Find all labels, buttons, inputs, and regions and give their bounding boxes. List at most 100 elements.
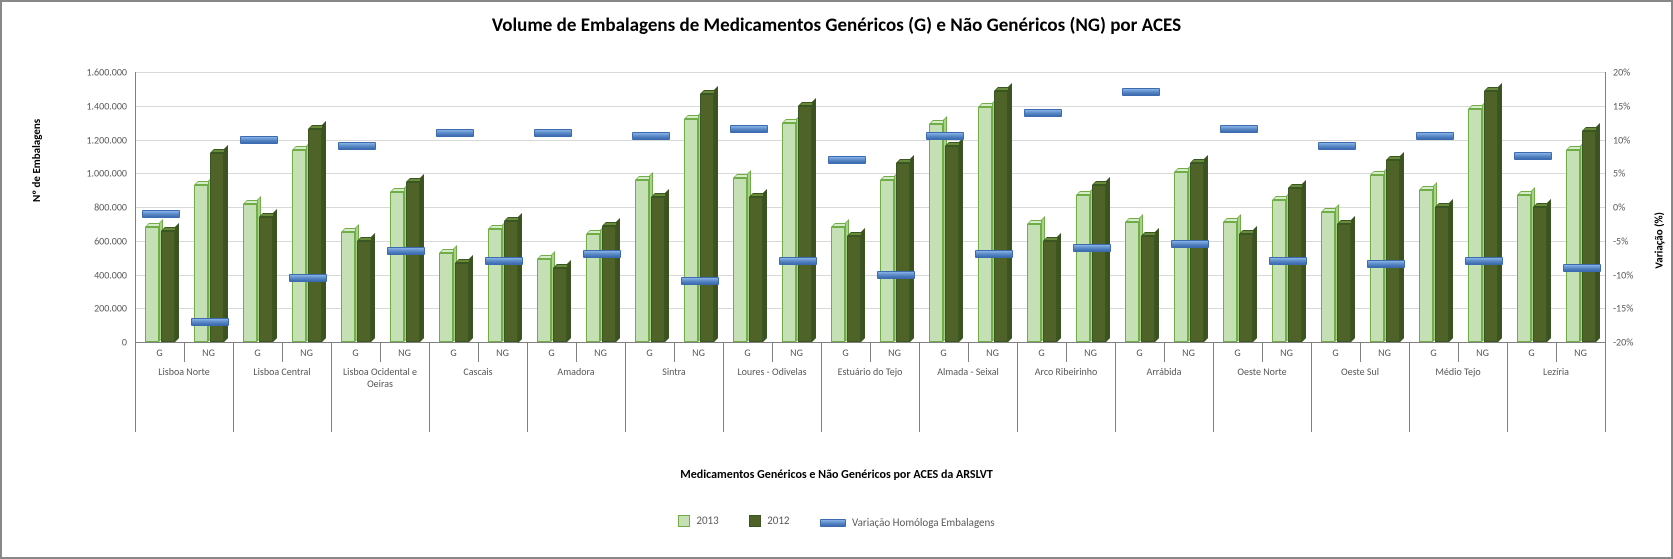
- chart-frame: Volume de Embalagens de Medicamentos Gen…: [0, 0, 1673, 559]
- variation-marker: [485, 257, 523, 265]
- bar-2012: [1582, 131, 1596, 342]
- sub-category-label: NG: [594, 346, 607, 359]
- bar-2012: [553, 268, 567, 342]
- sub-category-label: NG: [692, 346, 705, 359]
- bar-2012: [896, 163, 910, 342]
- group-divider: [625, 342, 626, 432]
- x-axis-title: Medicamentos Genéricos e Não Genéricos p…: [2, 468, 1671, 482]
- gridline: [135, 140, 1605, 141]
- bar-2013: [635, 180, 649, 342]
- bar-2013: [537, 259, 551, 342]
- bar-2012: [994, 91, 1008, 342]
- bar-2012: [700, 94, 714, 342]
- bar-2013: [243, 204, 257, 342]
- chart-title: Volume de Embalagens de Medicamentos Gen…: [2, 14, 1671, 37]
- bar-2012: [1190, 163, 1204, 342]
- bar-2012: [798, 106, 812, 342]
- y1-tick-label: 400.000: [67, 268, 127, 281]
- legend-label-2013: 2013: [696, 514, 718, 527]
- region-label: Amadora: [527, 366, 625, 378]
- y2-axis-title: Variação (%): [1653, 212, 1666, 269]
- bar-2012: [749, 197, 763, 342]
- bar-2012: [1435, 207, 1449, 342]
- variation-marker: [1122, 88, 1160, 96]
- variation-marker: [975, 250, 1013, 258]
- y2-tick-label: 0%: [1613, 201, 1653, 214]
- group-divider: [919, 342, 920, 432]
- variation-marker: [926, 132, 964, 140]
- region-label: Lisboa Central: [233, 366, 331, 378]
- y2-tick-label: -20%: [1613, 336, 1653, 349]
- bar-2013: [1125, 222, 1139, 342]
- sub-category-label: NG: [398, 346, 411, 359]
- region-label: Arrábida: [1115, 366, 1213, 378]
- sub-divider: [968, 342, 969, 362]
- bar-2013: [1370, 175, 1384, 342]
- variation-marker: [534, 129, 572, 137]
- variation-marker: [191, 318, 229, 326]
- legend-swatch-2013: [678, 515, 690, 527]
- bar-2012: [1533, 207, 1547, 342]
- x-axis-area: GNGLisboa NorteGNGLisboa CentralGNGLisbo…: [135, 342, 1605, 462]
- axis-line: [1605, 72, 1606, 342]
- legend-item-2012: 2012: [749, 514, 789, 527]
- y1-tick-label: 1.600.000: [67, 66, 127, 79]
- sub-category-label: NG: [1182, 346, 1195, 359]
- sub-divider: [1556, 342, 1557, 362]
- variation-marker: [779, 257, 817, 265]
- sub-category-label: G: [352, 346, 358, 359]
- sub-category-label: NG: [1084, 346, 1097, 359]
- y1-tick-label: 1.200.000: [67, 133, 127, 146]
- sub-category-label: G: [1430, 346, 1436, 359]
- sub-category-label: NG: [1574, 346, 1587, 359]
- sub-divider: [478, 342, 479, 362]
- y2-tick-label: 5%: [1613, 167, 1653, 180]
- sub-category-label: NG: [888, 346, 901, 359]
- region-label: Sintra: [625, 366, 723, 378]
- bar-2012: [1484, 91, 1498, 342]
- sub-category-label: G: [1234, 346, 1240, 359]
- group-divider: [1213, 342, 1214, 432]
- sub-divider: [576, 342, 577, 362]
- legend-swatch-2012: [749, 515, 761, 527]
- bar-2012: [651, 197, 665, 342]
- bar-2012: [602, 226, 616, 342]
- bar-2012: [259, 217, 273, 342]
- bar-2013: [1076, 195, 1090, 342]
- region-label: Lisboa Norte: [135, 366, 233, 378]
- sub-category-label: G: [940, 346, 946, 359]
- bar-2012: [847, 236, 861, 342]
- variation-marker: [1367, 260, 1405, 268]
- sub-category-label: G: [842, 346, 848, 359]
- group-divider: [429, 342, 430, 432]
- sub-divider: [1458, 342, 1459, 362]
- variation-marker: [1220, 125, 1258, 133]
- bar-2013: [684, 119, 698, 342]
- group-divider: [1507, 342, 1508, 432]
- sub-category-label: G: [156, 346, 162, 359]
- bar-2013: [733, 178, 747, 342]
- legend-label-2012: 2012: [767, 514, 789, 527]
- sub-category-label: NG: [300, 346, 313, 359]
- sub-category-label: NG: [1476, 346, 1489, 359]
- sub-divider: [1262, 342, 1263, 362]
- bar-2013: [292, 150, 306, 342]
- bar-2013: [1468, 109, 1482, 342]
- axis-line: [135, 72, 136, 342]
- group-divider: [1115, 342, 1116, 432]
- bar-2013: [1321, 212, 1335, 342]
- sub-category-label: NG: [1280, 346, 1293, 359]
- sub-category-label: G: [1136, 346, 1142, 359]
- gridline: [135, 106, 1605, 107]
- bar-2013: [880, 180, 894, 342]
- bar-2013: [488, 229, 502, 342]
- sub-divider: [380, 342, 381, 362]
- region-label: Cascais: [429, 366, 527, 378]
- bar-2013: [929, 124, 943, 342]
- bar-2012: [406, 182, 420, 342]
- sub-divider: [1360, 342, 1361, 362]
- bar-2013: [1027, 224, 1041, 342]
- variation-marker: [730, 125, 768, 133]
- group-divider: [1605, 342, 1606, 432]
- sub-category-label: G: [254, 346, 260, 359]
